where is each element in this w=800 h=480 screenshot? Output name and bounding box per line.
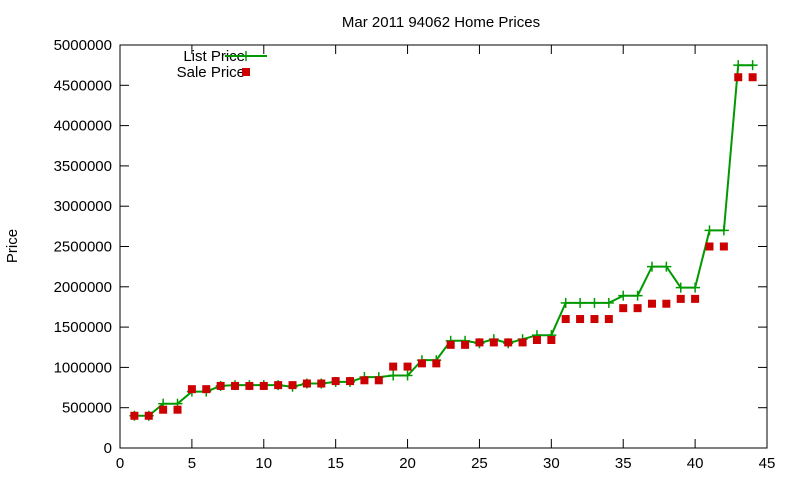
- data-point: [604, 315, 613, 324]
- data-point: [690, 282, 701, 293]
- data-point: [704, 225, 715, 236]
- data-point: [691, 294, 700, 303]
- data-point: [130, 411, 139, 420]
- data-point: [747, 60, 758, 71]
- y-tick-label: 1000000: [54, 359, 112, 376]
- data-point: [317, 379, 326, 388]
- y-tick-label: 3500000: [54, 158, 112, 175]
- x-tick-label: 5: [188, 455, 196, 472]
- data-point: [202, 385, 211, 394]
- legend-label: Sale Price: [177, 64, 245, 81]
- x-tick-label: 20: [399, 455, 416, 472]
- x-tick-label: 35: [615, 455, 632, 472]
- y-axis-label: Price: [4, 229, 21, 263]
- data-point: [532, 335, 541, 344]
- data-point: [662, 299, 671, 308]
- data-point: [245, 381, 254, 390]
- data-point: [274, 381, 283, 390]
- x-tick-label: 25: [471, 455, 488, 472]
- x-tick-label: 40: [687, 455, 704, 472]
- legend-entry: Sale Price: [177, 64, 250, 81]
- y-tick-label: 500000: [62, 400, 112, 417]
- data-point: [389, 362, 398, 371]
- data-point: [705, 242, 714, 251]
- data-point: [676, 294, 685, 303]
- data-point: [446, 340, 455, 349]
- series-list-price: [129, 60, 758, 421]
- data-point: [675, 282, 686, 293]
- data-point: [360, 376, 369, 385]
- data-point: [461, 340, 470, 349]
- x-tick-label: 15: [327, 455, 344, 472]
- legend-label: List Price: [183, 48, 245, 65]
- x-tick-label: 10: [255, 455, 272, 472]
- chart-title: Mar 2011 94062 Home Prices: [342, 14, 540, 31]
- x-tick-label: 45: [759, 455, 776, 472]
- plot-area: [129, 60, 758, 421]
- data-point: [388, 370, 399, 381]
- data-point: [374, 376, 383, 385]
- data-point: [603, 297, 614, 308]
- data-point: [733, 60, 744, 71]
- data-point: [475, 338, 484, 347]
- data-point: [489, 338, 498, 347]
- y-tick-label: 2500000: [54, 239, 112, 256]
- data-point: [560, 297, 571, 308]
- data-point: [403, 362, 412, 371]
- data-point: [718, 225, 729, 236]
- data-point: [632, 290, 643, 301]
- data-point: [331, 377, 340, 386]
- data-point: [576, 315, 585, 324]
- data-point: [618, 290, 629, 301]
- data-point: [144, 411, 153, 420]
- series-sale-price: [130, 73, 757, 420]
- data-point: [589, 297, 600, 308]
- series-line: [134, 64, 753, 417]
- y-tick-label: 0: [104, 440, 112, 457]
- data-point: [734, 73, 743, 82]
- data-point: [231, 381, 240, 390]
- data-point: [159, 405, 168, 414]
- data-point: [216, 381, 225, 390]
- y-tick-label: 2000000: [54, 279, 112, 296]
- data-point: [346, 377, 355, 386]
- axes: 0 500000 1000000 1500000 2000000 2500000 30000…: [54, 37, 776, 472]
- y-tick-label: 4500000: [54, 77, 112, 94]
- x-tick-label: 0: [116, 455, 124, 472]
- data-point: [187, 385, 196, 394]
- data-point: [288, 381, 297, 390]
- legend-entry: List Price: [183, 48, 267, 65]
- data-point: [719, 242, 728, 251]
- data-point: [661, 261, 672, 272]
- legend-marker: [241, 51, 251, 61]
- data-point: [504, 338, 513, 347]
- data-point: [748, 73, 757, 82]
- y-tick-label: 4000000: [54, 118, 112, 135]
- y-tick-label: 5000000: [54, 37, 112, 54]
- data-point: [633, 304, 642, 313]
- data-point: [646, 261, 657, 272]
- data-point: [302, 379, 311, 388]
- data-point: [575, 297, 586, 308]
- y-tick-label: 1500000: [54, 319, 112, 336]
- data-point: [619, 304, 628, 313]
- data-point: [518, 338, 527, 347]
- data-point: [647, 299, 656, 308]
- data-point: [259, 381, 268, 390]
- data-point: [590, 315, 599, 324]
- data-point: [173, 405, 182, 414]
- data-point: [547, 335, 556, 344]
- legend-marker: [242, 68, 250, 76]
- data-point: [402, 370, 413, 381]
- data-point: [432, 359, 441, 368]
- data-point: [417, 359, 426, 368]
- data-point: [561, 315, 570, 324]
- x-tick-label: 30: [543, 455, 560, 472]
- y-tick-label: 3000000: [54, 198, 112, 215]
